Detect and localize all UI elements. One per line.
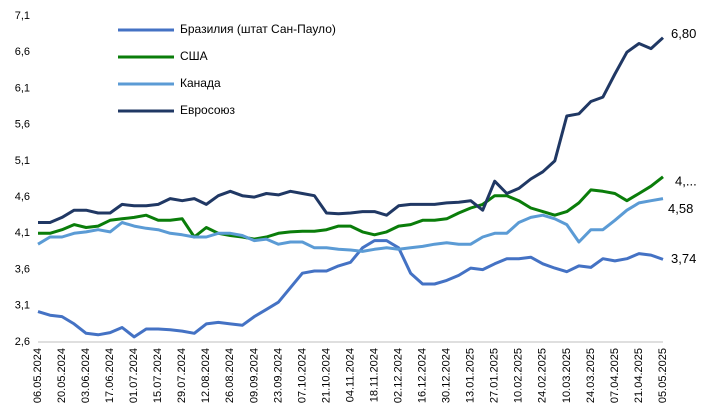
y-tick-label: 4,1 xyxy=(15,227,30,239)
x-tick-label: 24.03.2025 xyxy=(585,348,597,403)
series-line xyxy=(38,175,664,241)
data-label: 6,80 xyxy=(671,26,696,41)
x-tick-label: 29.07.2024 xyxy=(176,348,188,403)
x-tick-label: 15.07.2024 xyxy=(152,348,164,403)
x-tick-label: 10.02.2025 xyxy=(513,348,525,403)
y-tick-label: 6,6 xyxy=(15,46,30,58)
x-tick-label: 07.04.2025 xyxy=(609,348,621,403)
x-tick-label: 05.05.2025 xyxy=(657,348,669,403)
x-tick-label: 13.01.2025 xyxy=(465,348,477,403)
data-label: 4,58 xyxy=(668,201,693,216)
x-tick-label: 18.11.2024 xyxy=(368,348,380,402)
legend-label: Бразилия (штат Сан-Пауло) xyxy=(180,22,336,36)
x-tick-label: 07.10.2024 xyxy=(296,348,308,403)
x-tick-label: 12.08.2024 xyxy=(200,348,212,403)
x-tick-label: 06.05.2024 xyxy=(32,348,44,403)
y-tick-label: 4,6 xyxy=(15,191,30,203)
y-tick-label: 3,6 xyxy=(15,263,30,275)
y-tick-label: 3,1 xyxy=(15,300,30,312)
y-tick-label: 6,1 xyxy=(15,82,30,94)
x-tick-label: 23.09.2024 xyxy=(272,348,284,403)
x-tick-label: 21.10.2024 xyxy=(320,348,332,403)
series-line xyxy=(38,36,665,224)
x-tick-label: 26.08.2024 xyxy=(224,348,236,403)
series-line xyxy=(37,239,664,339)
x-tick-label: 16.12.2024 xyxy=(417,348,429,403)
series-line xyxy=(37,197,664,253)
legend-label: Канада xyxy=(180,76,221,90)
y-tick-label: 5,1 xyxy=(15,155,30,167)
x-tick-label: 01.07.2024 xyxy=(128,348,140,403)
x-tick-label: 02.12.2024 xyxy=(392,348,404,403)
data-label: 4,... xyxy=(675,173,697,188)
legend-label: Евросоюз xyxy=(180,103,236,117)
legend-label: США xyxy=(180,49,208,63)
y-tick-label: 5,6 xyxy=(15,119,30,131)
y-tick-label: 7,1 xyxy=(15,10,30,22)
x-tick-label: 30.12.2024 xyxy=(441,348,453,403)
x-tick-label: 03.06.2024 xyxy=(80,348,92,403)
x-tick-label: 10.03.2025 xyxy=(561,348,573,403)
x-tick-label: 21.04.2025 xyxy=(633,348,645,403)
data-label: 3,74 xyxy=(671,251,696,266)
x-tick-label: 09.09.2024 xyxy=(248,348,260,403)
x-tick-label: 17.06.2024 xyxy=(104,348,116,403)
x-tick-label: 27.01.2025 xyxy=(489,348,501,403)
y-tick-label: 2,6 xyxy=(15,336,30,348)
x-tick-label: 24.02.2025 xyxy=(537,348,549,403)
x-tick-label: 20.05.2024 xyxy=(56,348,68,403)
x-tick-label: 04.11.2024 xyxy=(344,348,356,402)
